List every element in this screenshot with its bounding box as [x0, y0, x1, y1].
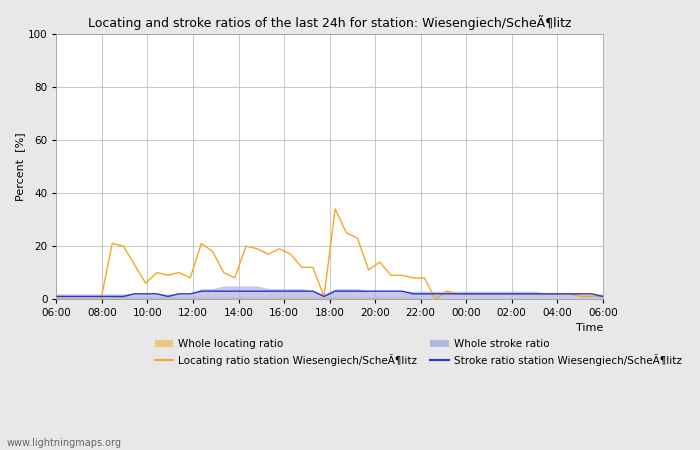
Legend: Whole locating ratio, Locating ratio station Wiesengiech/ScheÃ¶litz, Whole strok: Whole locating ratio, Locating ratio sta… [155, 339, 682, 366]
Text: www.lightningmaps.org: www.lightningmaps.org [7, 438, 122, 448]
Y-axis label: Percent  [%]: Percent [%] [15, 132, 25, 201]
Text: Time: Time [575, 323, 603, 333]
Title: Locating and stroke ratios of the last 24h for station: Wiesengiech/ScheÃ¶litz: Locating and stroke ratios of the last 2… [88, 15, 571, 30]
